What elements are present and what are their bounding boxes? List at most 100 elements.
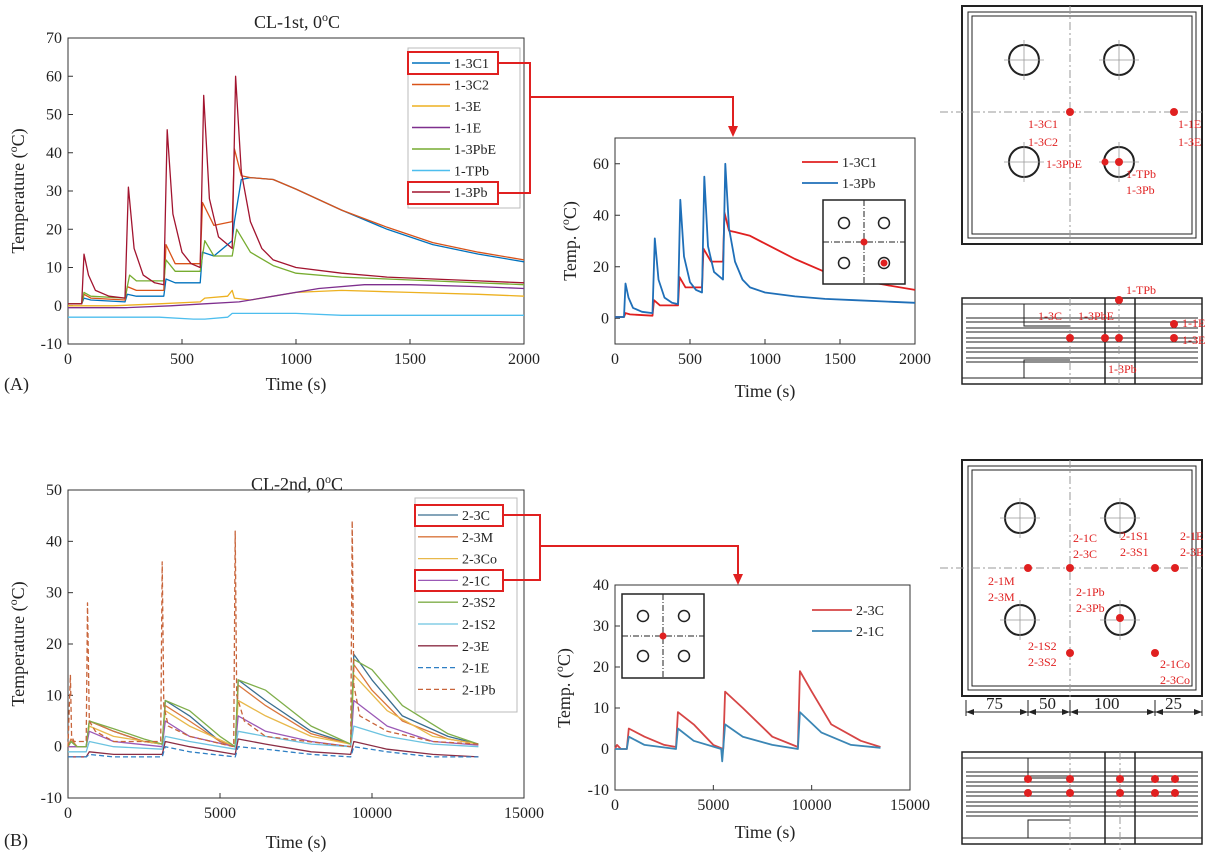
y-tick-label: 40 <box>46 145 62 162</box>
svg-text:1-1E: 1-1E <box>1182 316 1205 330</box>
series-line-2-3s2 <box>67 658 479 748</box>
svg-text:1-3C1: 1-3C1 <box>1028 117 1058 131</box>
series-line-1-3e <box>68 289 525 307</box>
x-tick-label: 10000 <box>792 797 832 814</box>
x-tick-label: 2000 <box>899 351 931 368</box>
x-tick-label: 15000 <box>504 805 544 822</box>
chart-b2-series <box>614 670 881 763</box>
series-line-1-3pbe <box>68 228 525 305</box>
x-tick-label: 10000 <box>352 805 392 822</box>
legend-label: 1-3Pb <box>842 177 875 192</box>
y-tick-label: -10 <box>41 790 62 807</box>
y-tick-label: 20 <box>593 659 609 676</box>
chart-1-3c1-vs-1-3pb: 0 500 1000 1500 2000 0 20 40 60 Time (s) Temp. (… <box>558 137 931 402</box>
y-tick-label: 20 <box>46 636 62 653</box>
chart-a2-ticks: 0 500 1000 1500 2000 0 20 40 60 <box>593 156 931 368</box>
connector-bracket-a <box>498 62 531 194</box>
legend-label: 2-1C <box>462 574 490 589</box>
legend-label: 1-1E <box>454 122 481 137</box>
series-line-1-tpb <box>68 312 524 320</box>
svg-text:2-3Co: 2-3Co <box>1160 673 1190 687</box>
legend-label: 2-3C <box>462 509 490 524</box>
schematic-b-side-view <box>961 751 1203 850</box>
svg-text:2-1C: 2-1C <box>1073 531 1097 545</box>
svg-text:2-3M: 2-3M <box>988 590 1015 604</box>
svg-text:50: 50 <box>1039 694 1056 713</box>
chart-b2-ylabel: Temp. (oC) <box>552 648 575 728</box>
series-line-2-3e <box>68 738 479 758</box>
legend-label: 2-1S2 <box>462 618 495 633</box>
svg-text:1-1E: 1-1E <box>1178 117 1201 131</box>
legend-label: 1-TPb <box>454 165 489 180</box>
svg-text:1-3Pb: 1-3Pb <box>1108 362 1137 376</box>
x-tick-label: 0 <box>64 351 72 368</box>
svg-text:1-3C: 1-3C <box>1038 309 1062 323</box>
series-line-2-1s2 <box>68 725 479 753</box>
series-line-2-1e <box>68 746 479 758</box>
svg-text:1-TPb: 1-TPb <box>1126 167 1156 181</box>
chart-b1-ylabel: Temperature (oC) <box>6 581 29 706</box>
y-tick-label: 30 <box>46 183 62 200</box>
series-line-2-1c <box>68 699 479 748</box>
x-tick-label: 5000 <box>697 797 729 814</box>
y-tick-label: 0 <box>601 741 609 758</box>
legend-label: 2-3Co <box>462 553 497 568</box>
arrow-head-b <box>733 574 743 585</box>
chart-a2-series <box>615 162 916 318</box>
y-tick-label: 20 <box>46 221 62 238</box>
series-line-1-3pb <box>615 162 916 318</box>
chart-a1-series <box>68 75 525 320</box>
y-tick-label: 20 <box>593 259 609 276</box>
series-line-1-3c1 <box>615 211 916 318</box>
x-tick-label: 500 <box>678 351 702 368</box>
connector-bracket-b <box>503 514 541 581</box>
schematic-a-top-view: 1-3C1 1-3C2 1-3PbE 1-TPb 1-3Pb 1-1E 1-3E <box>940 5 1203 245</box>
svg-text:25: 25 <box>1165 694 1182 713</box>
y-tick-label: 70 <box>46 30 62 47</box>
series-line-1-3c2 <box>68 148 525 305</box>
svg-text:2-3S2: 2-3S2 <box>1028 655 1057 669</box>
chart-a1-xlabel: Time (s) <box>266 374 327 395</box>
legend-label: 1-3C2 <box>454 79 489 94</box>
legend-label: 2-3S2 <box>462 596 495 611</box>
svg-text:1-3C2: 1-3C2 <box>1028 135 1058 149</box>
y-tick-label: -10 <box>588 782 609 799</box>
legend-label: 2-3C <box>856 604 884 619</box>
svg-text:2-3S1: 2-3S1 <box>1120 545 1149 559</box>
panel-label-a: (A) <box>4 374 29 395</box>
y-tick-label: 30 <box>46 585 62 602</box>
series-line-2-1pb <box>67 520 479 748</box>
legend-label: 2-1Pb <box>462 683 495 698</box>
x-tick-label: 0 <box>64 805 72 822</box>
panel-label-b: (B) <box>4 830 28 851</box>
x-tick-label: 1000 <box>749 351 781 368</box>
chart-b2-frame <box>614 584 911 791</box>
chart-b1-series <box>67 520 479 758</box>
schematic-b-top-view: 2-1C 2-3C 2-1S1 2-3S1 2-1E 2-3E 2-1M 2-3… <box>940 459 1203 716</box>
x-tick-label: 15000 <box>890 797 930 814</box>
svg-text:2-3C: 2-3C <box>1073 547 1097 561</box>
svg-text:2-1Co: 2-1Co <box>1160 657 1190 671</box>
chart-cl-1st: CL-1st, 0oC 0 500 1000 1500 2000-10010203040… <box>6 10 738 395</box>
x-tick-label: 1500 <box>394 351 426 368</box>
svg-text:1-3PbE: 1-3PbE <box>1078 309 1114 323</box>
x-tick-label: 2000 <box>508 351 540 368</box>
connector-arrow-b <box>540 545 739 576</box>
legend-label: 1-3PbE <box>454 143 496 158</box>
chart-b1-legend-items: 2-3C 2-3M 2-3Co 2-1C 2-3S2 2-1S2 2-3E 2-1E 2-1Pb <box>418 509 497 698</box>
svg-text:2-1M: 2-1M <box>988 574 1015 588</box>
series-line-1-1e <box>68 284 525 309</box>
chart-b2-legend-items: 2-3C 2-1C <box>812 604 884 640</box>
chart-a1-legend-items: 1-3C1 1-3C2 1-3E 1-1E 1-3PbE 1-TPb 1-3Pb <box>412 57 496 201</box>
connector-arrow-a <box>530 96 734 128</box>
y-tick-label: 60 <box>46 68 62 85</box>
chart-a1-ylabel: Temperature (oC) <box>6 128 29 253</box>
y-tick-label: 40 <box>46 533 62 550</box>
y-tick-label: 30 <box>593 618 609 635</box>
series-line-1-3pb <box>68 75 525 305</box>
svg-text:2-1S2: 2-1S2 <box>1028 639 1057 653</box>
